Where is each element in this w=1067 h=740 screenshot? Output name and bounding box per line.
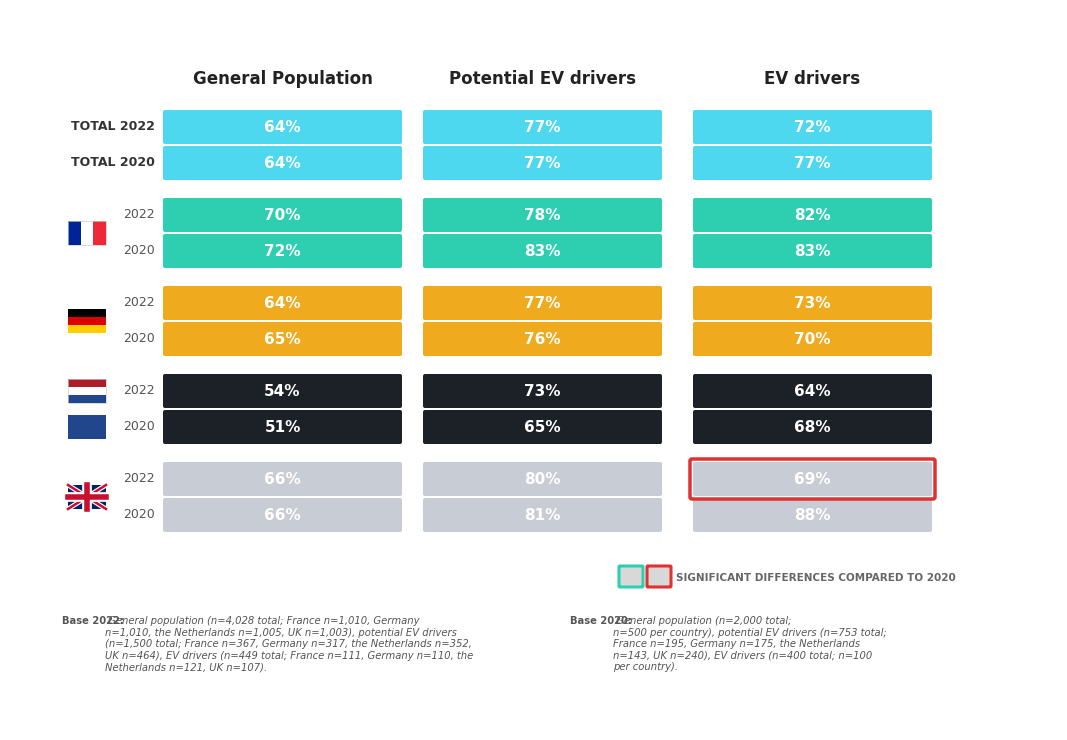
- FancyBboxPatch shape: [163, 198, 402, 232]
- Text: TOTAL 2020: TOTAL 2020: [71, 156, 155, 169]
- Text: 88%: 88%: [794, 508, 831, 522]
- Text: SIGNIFICANT DIFFERENCES COMPARED TO 2020: SIGNIFICANT DIFFERENCES COMPARED TO 2020: [676, 573, 956, 583]
- FancyBboxPatch shape: [423, 498, 662, 532]
- Text: 66%: 66%: [265, 508, 301, 522]
- Text: 64%: 64%: [265, 295, 301, 311]
- Text: 72%: 72%: [265, 243, 301, 258]
- Bar: [93, 221, 106, 245]
- Text: 77%: 77%: [524, 155, 561, 170]
- Text: 68%: 68%: [794, 420, 831, 434]
- Text: 2020: 2020: [124, 508, 155, 522]
- Text: 78%: 78%: [524, 207, 561, 223]
- Text: 2020: 2020: [124, 244, 155, 258]
- Text: Base 2022:: Base 2022:: [62, 616, 124, 626]
- Bar: [68, 379, 106, 387]
- Bar: [68, 317, 106, 325]
- Text: 64%: 64%: [265, 119, 301, 135]
- FancyBboxPatch shape: [163, 322, 402, 356]
- FancyBboxPatch shape: [692, 498, 931, 532]
- Text: 81%: 81%: [524, 508, 560, 522]
- FancyBboxPatch shape: [692, 146, 931, 180]
- Text: 70%: 70%: [265, 207, 301, 223]
- Text: Potential EV drivers: Potential EV drivers: [449, 70, 636, 88]
- Text: 72%: 72%: [794, 119, 831, 135]
- FancyBboxPatch shape: [692, 234, 931, 268]
- FancyBboxPatch shape: [692, 110, 931, 144]
- FancyBboxPatch shape: [692, 322, 931, 356]
- FancyBboxPatch shape: [423, 198, 662, 232]
- Text: 51%: 51%: [265, 420, 301, 434]
- Bar: [81, 221, 93, 245]
- Text: 77%: 77%: [794, 155, 831, 170]
- FancyBboxPatch shape: [692, 462, 931, 496]
- FancyBboxPatch shape: [163, 374, 402, 408]
- FancyBboxPatch shape: [692, 286, 931, 320]
- FancyBboxPatch shape: [423, 462, 662, 496]
- FancyBboxPatch shape: [163, 286, 402, 320]
- Text: 83%: 83%: [794, 243, 831, 258]
- Text: 64%: 64%: [265, 155, 301, 170]
- Text: 77%: 77%: [524, 295, 561, 311]
- FancyBboxPatch shape: [423, 374, 662, 408]
- FancyBboxPatch shape: [423, 110, 662, 144]
- Text: General Population: General Population: [192, 70, 372, 88]
- Bar: [68, 485, 106, 509]
- Text: EV drivers: EV drivers: [764, 70, 861, 88]
- Text: General population (n=4,028 total; France n=1,010, Germany
n=1,010, the Netherla: General population (n=4,028 total; Franc…: [105, 616, 474, 673]
- FancyBboxPatch shape: [163, 410, 402, 444]
- FancyBboxPatch shape: [423, 146, 662, 180]
- FancyBboxPatch shape: [163, 462, 402, 496]
- Text: 77%: 77%: [524, 119, 561, 135]
- Text: 65%: 65%: [265, 332, 301, 346]
- Bar: [68, 415, 106, 439]
- Text: 2022: 2022: [124, 297, 155, 309]
- FancyBboxPatch shape: [423, 234, 662, 268]
- Text: 65%: 65%: [524, 420, 561, 434]
- Text: 73%: 73%: [794, 295, 831, 311]
- Text: 80%: 80%: [524, 471, 561, 486]
- Text: 83%: 83%: [524, 243, 561, 258]
- FancyBboxPatch shape: [423, 286, 662, 320]
- Text: 54%: 54%: [265, 383, 301, 399]
- Text: 76%: 76%: [524, 332, 561, 346]
- Text: 69%: 69%: [794, 471, 831, 486]
- Text: 2022: 2022: [124, 473, 155, 485]
- FancyBboxPatch shape: [647, 566, 671, 587]
- FancyBboxPatch shape: [692, 374, 931, 408]
- Text: General population (n=2,000 total;
n=500 per country), potential EV drivers (n=7: General population (n=2,000 total; n=500…: [614, 616, 887, 673]
- FancyBboxPatch shape: [423, 410, 662, 444]
- Bar: [68, 221, 81, 245]
- Bar: [68, 325, 106, 333]
- Text: 2020: 2020: [124, 332, 155, 346]
- FancyBboxPatch shape: [163, 110, 402, 144]
- Text: 64%: 64%: [794, 383, 831, 399]
- Bar: [68, 221, 106, 245]
- Bar: [68, 379, 106, 403]
- FancyBboxPatch shape: [163, 234, 402, 268]
- Bar: [68, 387, 106, 395]
- FancyBboxPatch shape: [692, 198, 931, 232]
- FancyBboxPatch shape: [163, 498, 402, 532]
- Text: 66%: 66%: [265, 471, 301, 486]
- FancyBboxPatch shape: [163, 146, 402, 180]
- Bar: [68, 395, 106, 403]
- Text: Base 2020:: Base 2020:: [570, 616, 632, 626]
- Text: 2022: 2022: [124, 385, 155, 397]
- Text: 82%: 82%: [794, 207, 831, 223]
- Text: TOTAL 2022: TOTAL 2022: [71, 121, 155, 133]
- FancyBboxPatch shape: [423, 322, 662, 356]
- Text: 2020: 2020: [124, 420, 155, 434]
- FancyBboxPatch shape: [619, 566, 643, 587]
- FancyBboxPatch shape: [692, 410, 931, 444]
- Text: 70%: 70%: [794, 332, 831, 346]
- Text: 73%: 73%: [524, 383, 561, 399]
- Bar: [68, 309, 106, 317]
- Text: 2022: 2022: [124, 209, 155, 221]
